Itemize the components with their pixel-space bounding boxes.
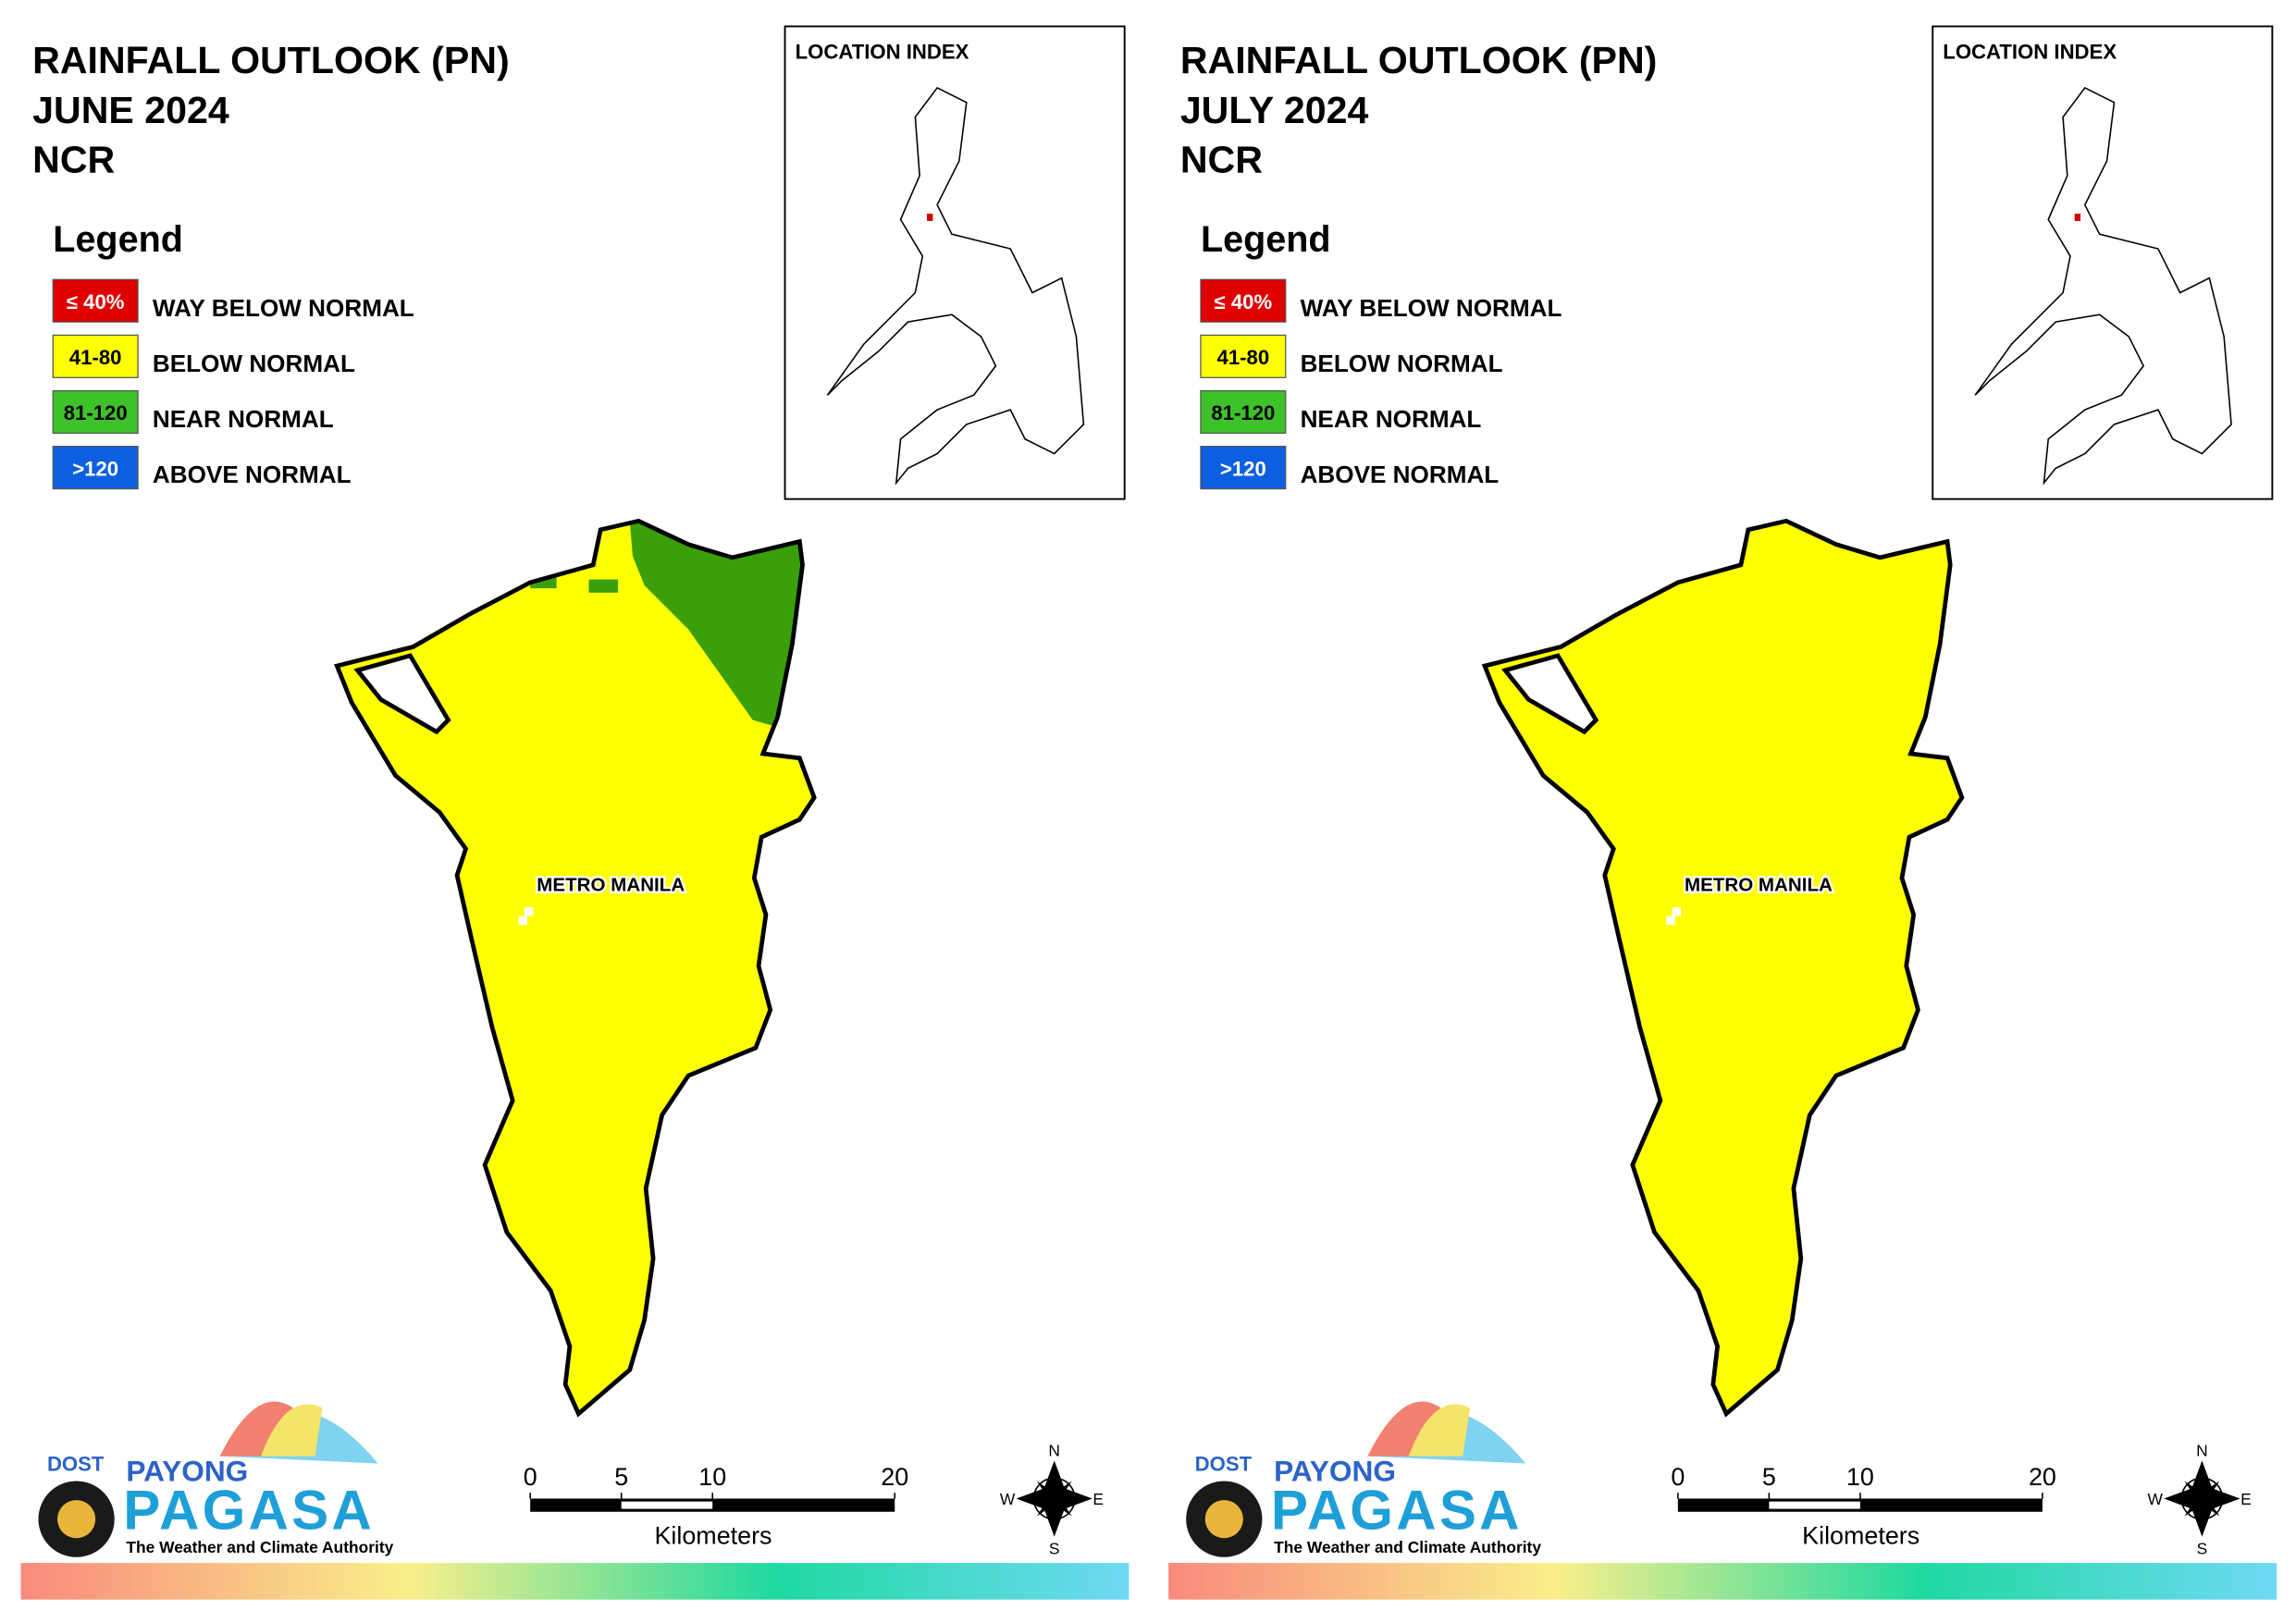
scale-tick-label: 20 [881, 1463, 908, 1491]
scale-tick-label: 10 [1846, 1463, 1874, 1491]
legend-title: Legend [1201, 219, 1331, 260]
location-index-title: LOCATION INDEX [1943, 40, 2117, 63]
location-index-box [784, 25, 1126, 500]
scale-tick-label: 0 [524, 1463, 537, 1491]
logo-payong: PAYONG [1274, 1454, 1396, 1487]
legend-title: Legend [53, 219, 183, 260]
panel: METRO MANILA RAINFALL OUTLOOK (PN) JULY 20… [1168, 25, 2277, 1600]
scale-tick-label: 0 [1671, 1463, 1685, 1491]
title-line: NCR [32, 139, 115, 181]
legend-swatch [52, 334, 139, 378]
logo-seal [1204, 1500, 1243, 1539]
scale-unit: Kilometers [654, 1522, 772, 1550]
compass-ring [2180, 1477, 2224, 1520]
logo-tagline: The Weather and Climate Authority [126, 1538, 393, 1556]
title-line: RAINFALL OUTLOOK (PN) [1180, 39, 1658, 81]
logo-dost: DOST [1195, 1452, 1253, 1475]
compass-rose [1016, 1460, 1092, 1537]
marker [1672, 907, 1682, 916]
legend-swatch-text: 41-80 [1217, 346, 1270, 369]
panel: METRO MANILA RAINFALL OUTLOOK (PN) JUNE 20… [20, 25, 1129, 1600]
philippines-outline [826, 86, 1085, 486]
ncr-marker [2074, 214, 2081, 221]
compass-letter: E [1092, 1490, 1104, 1508]
logo-tagline: The Weather and Climate Authority [1274, 1538, 1541, 1556]
legend-swatch [1200, 278, 1287, 323]
compass-letter: W [2148, 1490, 2164, 1508]
umbrella [1408, 1404, 1471, 1457]
scale-tick-label: 5 [614, 1463, 628, 1491]
legend-label: ABOVE NORMAL [1301, 461, 1500, 488]
title-line: JULY 2024 [1180, 89, 1369, 131]
legend-label: WAY BELOW NORMAL [1301, 294, 1562, 322]
scale-segment [621, 1501, 713, 1509]
compass-letter: W [1000, 1490, 1016, 1508]
legend-label: NEAR NORMAL [153, 405, 334, 433]
legend-swatch [1200, 446, 1287, 490]
logo-pagasa: PAGASA [1271, 1480, 1523, 1542]
scale-segment [1769, 1501, 1860, 1509]
marker [524, 907, 534, 916]
title-line: NCR [1180, 139, 1263, 181]
location-index-title: LOCATION INDEX [796, 40, 969, 63]
scale-tick-label: 5 [1762, 1463, 1776, 1491]
marker [518, 916, 528, 926]
map-label: METRO MANILA [537, 875, 685, 896]
compass-letter: S [2197, 1540, 2208, 1558]
legend-swatch [52, 389, 139, 435]
compass-letter: N [1048, 1442, 1060, 1460]
legend-swatch [1200, 334, 1287, 378]
title-line: RAINFALL OUTLOOK (PN) [32, 39, 510, 81]
compass-letter: E [2240, 1490, 2252, 1508]
legend-swatch [1200, 389, 1287, 435]
logo-payong: PAYONG [126, 1454, 248, 1487]
legend-swatch-text: 41-80 [69, 346, 122, 369]
map-label: METRO MANILA [1685, 875, 1833, 896]
compass-ring [1032, 1477, 1076, 1520]
legend-label: ABOVE NORMAL [153, 461, 352, 488]
ncr-marker [927, 214, 933, 221]
legend-swatch-text: 81-120 [1211, 401, 1275, 424]
legend-label: BELOW NORMAL [153, 350, 355, 377]
marker [1666, 916, 1675, 926]
legend-swatch-text: ≤ 40% [1215, 290, 1273, 314]
umbrella [261, 1404, 323, 1457]
logo-pagasa: PAGASA [123, 1480, 375, 1542]
legend-swatch-text: 81-120 [64, 401, 128, 424]
legend-label: NEAR NORMAL [1301, 405, 1482, 433]
compass-letter: S [1049, 1540, 1060, 1558]
legend-swatch-text: >120 [72, 457, 118, 480]
location-index-box [1932, 25, 2274, 500]
color-band [20, 1563, 1129, 1600]
legend-swatch-text: >120 [1220, 457, 1266, 480]
scale-tick-label: 10 [698, 1463, 726, 1491]
title-line: JUNE 2024 [32, 89, 229, 131]
legend-swatch [52, 446, 139, 490]
legend-label: WAY BELOW NORMAL [153, 294, 414, 322]
scale-unit: Kilometers [1802, 1522, 1920, 1550]
compass-rose [2164, 1460, 2240, 1537]
legend-swatch [52, 278, 139, 323]
scale-tick-label: 20 [2029, 1463, 2056, 1491]
compass-letter: N [2196, 1442, 2208, 1460]
logo-dost: DOST [47, 1452, 105, 1475]
philippines-outline [1974, 86, 2232, 486]
color-band [1168, 1563, 2277, 1600]
legend-label: BELOW NORMAL [1301, 350, 1503, 377]
near-normal-area [530, 521, 806, 726]
logo-seal [57, 1500, 96, 1539]
legend-swatch-text: ≤ 40% [67, 290, 125, 314]
